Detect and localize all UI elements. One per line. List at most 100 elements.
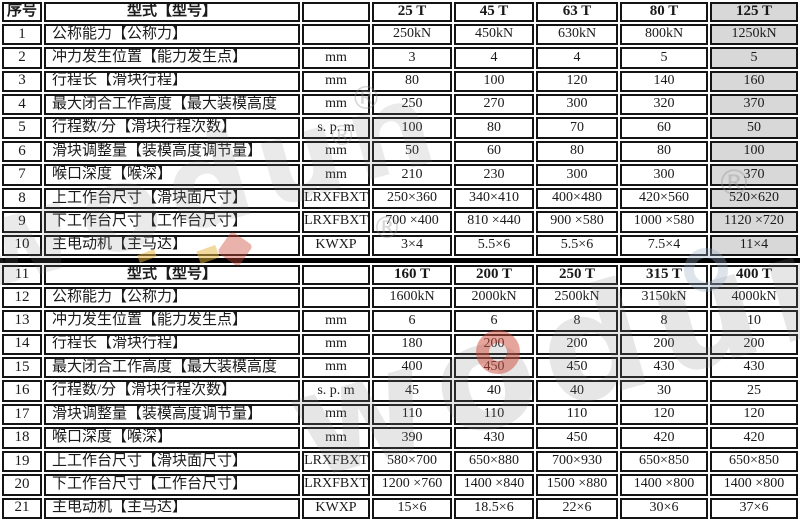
cell-value: 3 bbox=[372, 47, 452, 69]
row-unit: mm bbox=[302, 427, 370, 449]
row-number: 10 bbox=[2, 234, 42, 256]
table-row: 15 最大闭合工作高度【最大装模高度 mm 400 450 450 430 430 bbox=[2, 357, 798, 379]
cell-value: 100 bbox=[454, 70, 534, 93]
model-header: 63 T bbox=[536, 2, 618, 22]
cell-value: 520×620 bbox=[710, 187, 798, 210]
row-number: 14 bbox=[2, 333, 42, 356]
cell-value: 2500kN bbox=[536, 286, 618, 309]
model-header: 400 T bbox=[710, 265, 798, 285]
model-header: 45 T bbox=[454, 2, 534, 22]
cell-value: 160 bbox=[710, 70, 798, 93]
row-unit: LRXFBXT bbox=[302, 450, 370, 473]
row-unit: mm bbox=[302, 94, 370, 116]
row-unit: mm bbox=[302, 47, 370, 69]
row-label: 冲力发生位置【能力发生点】 bbox=[44, 310, 300, 332]
row-number: 13 bbox=[2, 310, 42, 332]
cell-value: 22×6 bbox=[536, 497, 618, 519]
model-header-row: 11 型式【型号】 160 T 200 T 250 T 315 T 400 T bbox=[2, 265, 798, 285]
row-number: 8 bbox=[2, 187, 42, 210]
cell-value: 230 bbox=[454, 164, 534, 186]
row-number: 12 bbox=[2, 286, 42, 309]
cell-value: 40 bbox=[454, 380, 534, 402]
cell-value: 18.5×6 bbox=[454, 497, 534, 519]
cell-value: 450 bbox=[536, 427, 618, 449]
cell-value: 200 bbox=[454, 333, 534, 356]
row-number: 7 bbox=[2, 164, 42, 186]
row-label: 主电动机【主马达】 bbox=[44, 497, 300, 519]
row-unit: mm bbox=[302, 140, 370, 163]
cell-value: 1200 ×760 bbox=[372, 474, 452, 496]
cell-value: 430 bbox=[620, 357, 708, 379]
table-row: 17 滑块调整量【装模高度调节量】 mm 110 110 110 120 120 bbox=[2, 403, 798, 426]
cell-value: 450kN bbox=[454, 23, 534, 46]
row-label: 冲力发生位置【能力发生点】 bbox=[44, 47, 300, 69]
cell-value: 1400 ×800 bbox=[620, 474, 708, 496]
type-header: 型式【型号】 bbox=[44, 2, 300, 22]
cell-value: 420×560 bbox=[620, 187, 708, 210]
row-label: 滑块调整量【装模高度调节量】 bbox=[44, 403, 300, 426]
row-number: 18 bbox=[2, 427, 42, 449]
cell-value: 4000kN bbox=[710, 286, 798, 309]
row-number: 17 bbox=[2, 403, 42, 426]
row-label: 下工作台尺寸【工作台尺寸】 bbox=[44, 474, 300, 496]
model-header: 250 T bbox=[536, 265, 618, 285]
model-header: 125 T bbox=[710, 2, 798, 22]
cell-value: 50 bbox=[710, 117, 798, 139]
row-label: 行程数/分【滑块行程次数】 bbox=[44, 380, 300, 402]
cell-value: 200 bbox=[536, 333, 618, 356]
row-label: 上工作台尺寸【滑块面尺寸】 bbox=[44, 187, 300, 210]
row-number: 9 bbox=[2, 211, 42, 233]
cell-value: 1120 ×720 bbox=[710, 211, 798, 233]
cell-value: 140 bbox=[620, 70, 708, 93]
row-number: 21 bbox=[2, 497, 42, 519]
row-number: 15 bbox=[2, 357, 42, 379]
cell-value: 6 bbox=[372, 310, 452, 332]
unit-header-blank bbox=[302, 265, 370, 285]
cell-value: 2000kN bbox=[454, 286, 534, 309]
row-number: 5 bbox=[2, 117, 42, 139]
cell-value: 800kN bbox=[620, 23, 708, 46]
row-label: 行程长【滑块行程】 bbox=[44, 70, 300, 93]
row-label: 喉口深度【喉深】 bbox=[44, 427, 300, 449]
cell-value: 100 bbox=[710, 140, 798, 163]
row-unit: mm bbox=[302, 357, 370, 379]
cell-value: 1400 ×840 bbox=[454, 474, 534, 496]
cell-value: 120 bbox=[710, 403, 798, 426]
table-row: 10 主电动机【主马达】 KWXP 3×4 5.5×6 5.5×6 7.5×4 11×4 bbox=[2, 234, 798, 256]
cell-value: 5.5×6 bbox=[454, 234, 534, 256]
row-unit: LRXFBXT bbox=[302, 187, 370, 210]
cell-value: 110 bbox=[454, 403, 534, 426]
row-number: 20 bbox=[2, 474, 42, 496]
row-unit: KWXP bbox=[302, 497, 370, 519]
table-row: 9 下工作台尺寸【工作台尺寸】 LRXFBXT 700 ×400 810 ×440 900… bbox=[2, 211, 798, 233]
cell-value: 580×700 bbox=[372, 450, 452, 473]
cell-value: 80 bbox=[454, 117, 534, 139]
row-label: 行程长【滑块行程】 bbox=[44, 333, 300, 356]
row-label: 最大闭合工作高度【最大装模高度 bbox=[44, 94, 300, 116]
cell-value: 11×4 bbox=[710, 234, 798, 256]
cell-value: 900 ×580 bbox=[536, 211, 618, 233]
row-number: 3 bbox=[2, 70, 42, 93]
cell-value: 25 bbox=[710, 380, 798, 402]
cell-value: 300 bbox=[620, 164, 708, 186]
cell-value: 3×4 bbox=[372, 234, 452, 256]
cell-value: 45 bbox=[372, 380, 452, 402]
row-label: 最大闭合工作高度【最大装模高度 bbox=[44, 357, 300, 379]
cell-value: 100 bbox=[372, 117, 452, 139]
row-unit: LRXFBXT bbox=[302, 474, 370, 496]
row-unit: mm bbox=[302, 70, 370, 93]
cell-value: 810 ×440 bbox=[454, 211, 534, 233]
cell-value: 630kN bbox=[536, 23, 618, 46]
table-row: 21 主电动机【主马达】 KWXP 15×6 18.5×6 22×6 30×6 37×6 bbox=[2, 497, 798, 519]
table-row: 4 最大闭合工作高度【最大装模高度 mm 250 270 300 320 370 bbox=[2, 94, 798, 116]
cell-value: 320 bbox=[620, 94, 708, 116]
cell-value: 40 bbox=[536, 380, 618, 402]
cell-value: 4 bbox=[454, 47, 534, 69]
cell-value: 1000 ×580 bbox=[620, 211, 708, 233]
table-row: 2 冲力发生位置【能力发生点】 mm 3 4 4 5 5 bbox=[2, 47, 798, 69]
section-divider bbox=[0, 258, 800, 263]
cell-value: 700 ×400 bbox=[372, 211, 452, 233]
table-row: 18 喉口深度【喉深】 mm 390 430 450 420 420 bbox=[2, 427, 798, 449]
cell-value: 8 bbox=[620, 310, 708, 332]
